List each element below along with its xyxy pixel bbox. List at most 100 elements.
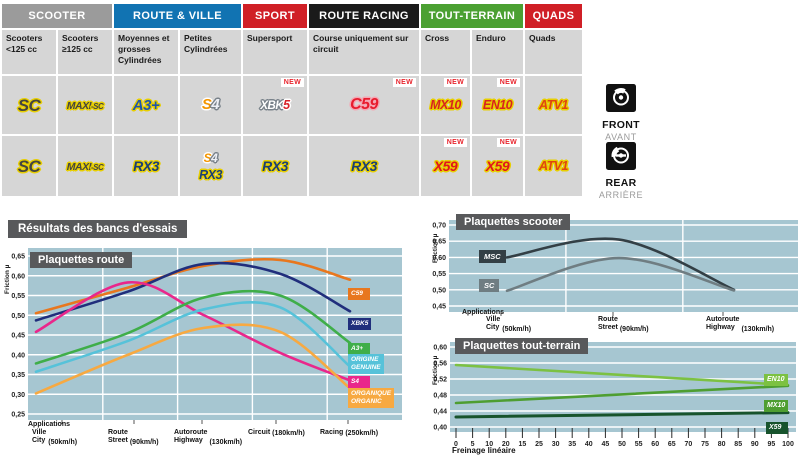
product-logo-en10: EN10: [482, 97, 513, 112]
column-header-enduro: Enduro: [472, 30, 523, 74]
scooter-xlabel-route: Route Street (90km/h): [598, 316, 649, 333]
series-label-s4: S4: [348, 376, 370, 388]
front-cell-xbk5: NEW XBK5: [243, 76, 307, 134]
product-logo-s4-rx3: S4 RX3: [199, 151, 222, 183]
front-cell-en10: NEW EN10: [472, 76, 523, 134]
offroad-chart: 0,60 0,56 0,52 0,48 0,44 0,40 Friction µ 0 5 10 20…: [430, 336, 800, 459]
svg-text:65: 65: [668, 441, 676, 448]
svg-text:5: 5: [471, 441, 475, 448]
svg-text:55: 55: [635, 441, 643, 448]
column-header-moyennes: Moyennes et grosses Cylindrées: [114, 30, 178, 74]
svg-text:25: 25: [535, 441, 543, 448]
series-line-S4: [34, 281, 352, 382]
route-chart-plot: 0,65 0,60 0,55 0,50 0,45 0,40 0,35 0,30 0,25 Fric…: [4, 248, 402, 424]
svg-text:Friction µ: Friction µ: [432, 233, 439, 263]
series-line-MX10: [454, 384, 790, 405]
svg-text:50: 50: [618, 441, 626, 448]
svg-text:60: 60: [651, 441, 659, 448]
product-logo-rx3: RX3: [133, 158, 159, 174]
product-logo-sc: SC: [17, 156, 41, 176]
series-label-mx10: MX10: [764, 400, 789, 413]
route-chart-title: Plaquettes route: [30, 252, 133, 268]
arriere-label: ARRIÈRE: [598, 190, 644, 200]
rear-side-label: REAR ARRIÈRE: [588, 142, 654, 200]
svg-text:Friction µ: Friction µ: [4, 264, 11, 294]
svg-text:0,45: 0,45: [11, 333, 25, 340]
scooter-xlabel-ville: Ville City (50km/h): [486, 316, 532, 333]
offroad-chart-title: Plaquettes tout-terrain: [455, 338, 589, 354]
new-badge: NEW: [496, 78, 520, 87]
front-side-label: FRONT AVANT: [588, 84, 654, 142]
section-title: Résultats des bancs d'essais: [8, 220, 188, 238]
front-cell-atv1: ATV1: [525, 76, 582, 134]
scooter-chart: 0,70 0,65 0,60 0,55 0,50 0,45 Friction µ Plaqu…: [430, 214, 800, 336]
column-header-scooters-small: Scooters <125 cc: [2, 30, 56, 74]
route-chart: 0,65 0,60 0,55 0,50 0,45 0,40 0,35 0,30 0,25 Fric…: [2, 248, 426, 458]
column-header-scooters-big: Scooters ≥125 cc: [58, 30, 112, 74]
offroad-chart-plot: 0,60 0,56 0,52 0,48 0,44 0,40 Friction µ 0 5 10 20…: [432, 342, 796, 448]
svg-text:0,55: 0,55: [432, 271, 446, 278]
svg-text:0,44: 0,44: [433, 409, 447, 416]
series-label-msc: MSC: [479, 250, 506, 263]
scooter-xlabel-autoroute: Autoroute Highway (130km/h): [706, 316, 775, 333]
series-label-organique: ORGANIQUE ORGANIC: [348, 388, 395, 408]
rear-cell-maxi-sc: MAXI-SC: [58, 136, 112, 196]
series-label-a3plus: A3+: [348, 343, 370, 355]
svg-text:35: 35: [568, 441, 576, 448]
svg-text:45: 45: [602, 441, 610, 448]
product-logo-sc: SC: [17, 95, 41, 115]
svg-text:0,35: 0,35: [11, 372, 25, 379]
series-line-XBK5: [34, 261, 352, 322]
product-logo-atv1: ATV1: [538, 158, 569, 173]
svg-text:0,52: 0,52: [433, 377, 447, 384]
rear-cell-x59-enduro: NEW X59: [472, 136, 523, 196]
column-header-cross: Cross: [421, 30, 470, 74]
rear-cell-x59-cross: NEW X59: [421, 136, 470, 196]
svg-text:0,40: 0,40: [433, 425, 447, 432]
series-line-SC: [505, 256, 736, 293]
product-logo-a3plus: A3+: [132, 96, 160, 114]
series-line-ORGANIQUE ORGANIC: [34, 323, 352, 395]
route-xlabel-racing: Racing (250km/h): [320, 429, 379, 438]
svg-text:0,55: 0,55: [11, 293, 25, 300]
series-label-origine: ORIGINE GENUINE: [348, 354, 384, 374]
svg-text:0,60: 0,60: [11, 273, 25, 280]
svg-text:0: 0: [454, 441, 458, 448]
new-badge: NEW: [392, 78, 416, 87]
product-table: SCOOTER ROUTE & VILLE SPORT ROUTE RACING…: [2, 4, 582, 196]
svg-text:95: 95: [768, 441, 776, 448]
rear-cell-s4-rx3: S4 RX3: [180, 136, 241, 196]
series-line-C59: [34, 257, 352, 315]
route-xlabel-circuit: Circuit (180km/h): [248, 429, 305, 438]
scooter-xaxis-title: Applications: [462, 309, 505, 316]
svg-text:80: 80: [718, 441, 726, 448]
new-badge: NEW: [443, 78, 467, 87]
new-badge: NEW: [496, 138, 520, 147]
route-xaxis-title: Applications: [28, 421, 71, 428]
group-header-scooter: SCOOTER: [2, 4, 112, 28]
product-logo-maxi-sc: MAXI-SC: [66, 161, 104, 173]
offroad-xaxis-title: Freinage linéaire: [452, 446, 516, 455]
product-logo-xbk5: XBK5: [260, 98, 290, 112]
svg-text:10: 10: [485, 441, 493, 448]
front-cell-mx10: NEW MX10: [421, 76, 470, 134]
front-brake-disc-icon: [606, 84, 636, 112]
front-cell-a3plus: A3+: [114, 76, 178, 134]
group-header-sport: SPORT: [243, 4, 307, 28]
series-label-en10: EN10: [764, 374, 788, 387]
group-header-quads: QUADS: [525, 4, 582, 28]
rear-label: REAR: [605, 177, 637, 189]
front-cell-maxi-sc: MAXI-SC: [58, 76, 112, 134]
series-label-sc: SC: [479, 279, 500, 292]
product-logo-atv1: ATV1: [538, 97, 569, 112]
column-header-petites: Petites Cylindrées: [180, 30, 241, 74]
series-label-c59: C59: [348, 288, 370, 300]
svg-text:0,40: 0,40: [11, 352, 25, 359]
front-cell-sc: SC: [2, 76, 56, 134]
front-cell-s4: S4: [180, 76, 241, 134]
new-badge: NEW: [280, 78, 304, 87]
column-header-course-circuit: Course uniquement sur circuit: [309, 30, 419, 74]
svg-text:0,70: 0,70: [432, 223, 446, 230]
column-header-quads: Quads: [525, 30, 582, 74]
scooter-chart-plot: 0,70 0,65 0,60 0,55 0,50 0,45 Friction µ: [432, 220, 798, 316]
